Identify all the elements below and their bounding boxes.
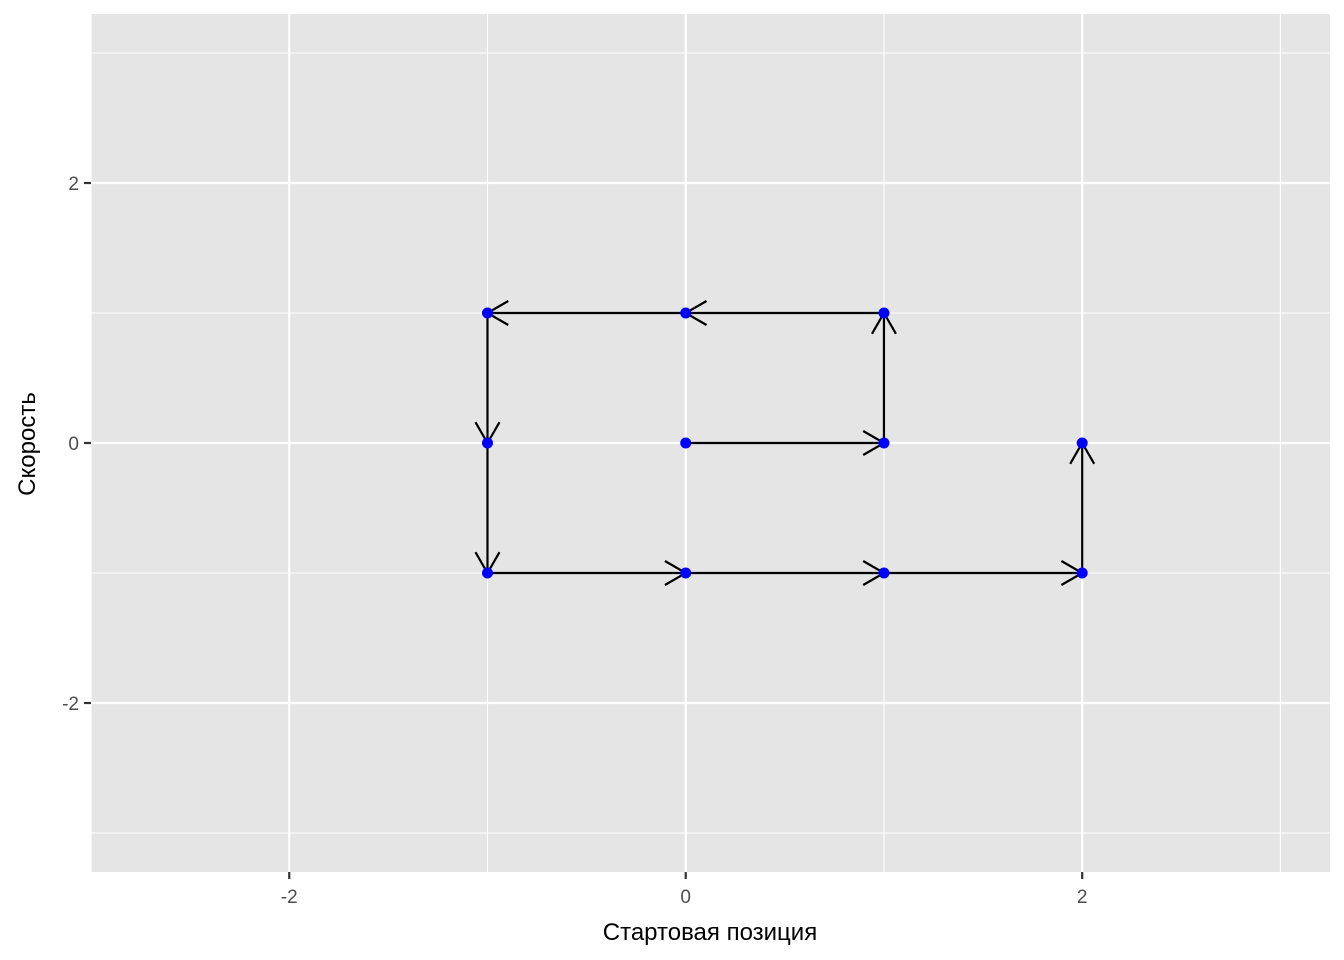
data-point — [680, 437, 692, 449]
x-tick-label: -2 — [281, 887, 298, 908]
data-point — [481, 567, 493, 579]
data-point — [878, 437, 890, 449]
y-axis-title: Скорость — [14, 392, 41, 496]
data-point — [481, 307, 493, 319]
data-point — [878, 567, 890, 579]
x-tick-label: 2 — [1077, 887, 1088, 908]
data-point — [1076, 567, 1088, 579]
points-layer — [481, 307, 1088, 579]
y-tick-label: 0 — [68, 434, 79, 455]
data-point — [481, 437, 493, 449]
data-point — [680, 567, 692, 579]
y-tick-label: -2 — [62, 694, 79, 715]
y-axis: -2 0 2 — [62, 174, 91, 715]
data-point — [680, 307, 692, 319]
x-axis-title: Стартовая позиция — [603, 919, 817, 946]
y-tick-label: 2 — [68, 174, 79, 195]
data-point — [878, 307, 890, 319]
data-point — [1076, 437, 1088, 449]
x-tick-label: 0 — [680, 887, 691, 908]
x-axis: -2 0 2 — [281, 872, 1088, 908]
